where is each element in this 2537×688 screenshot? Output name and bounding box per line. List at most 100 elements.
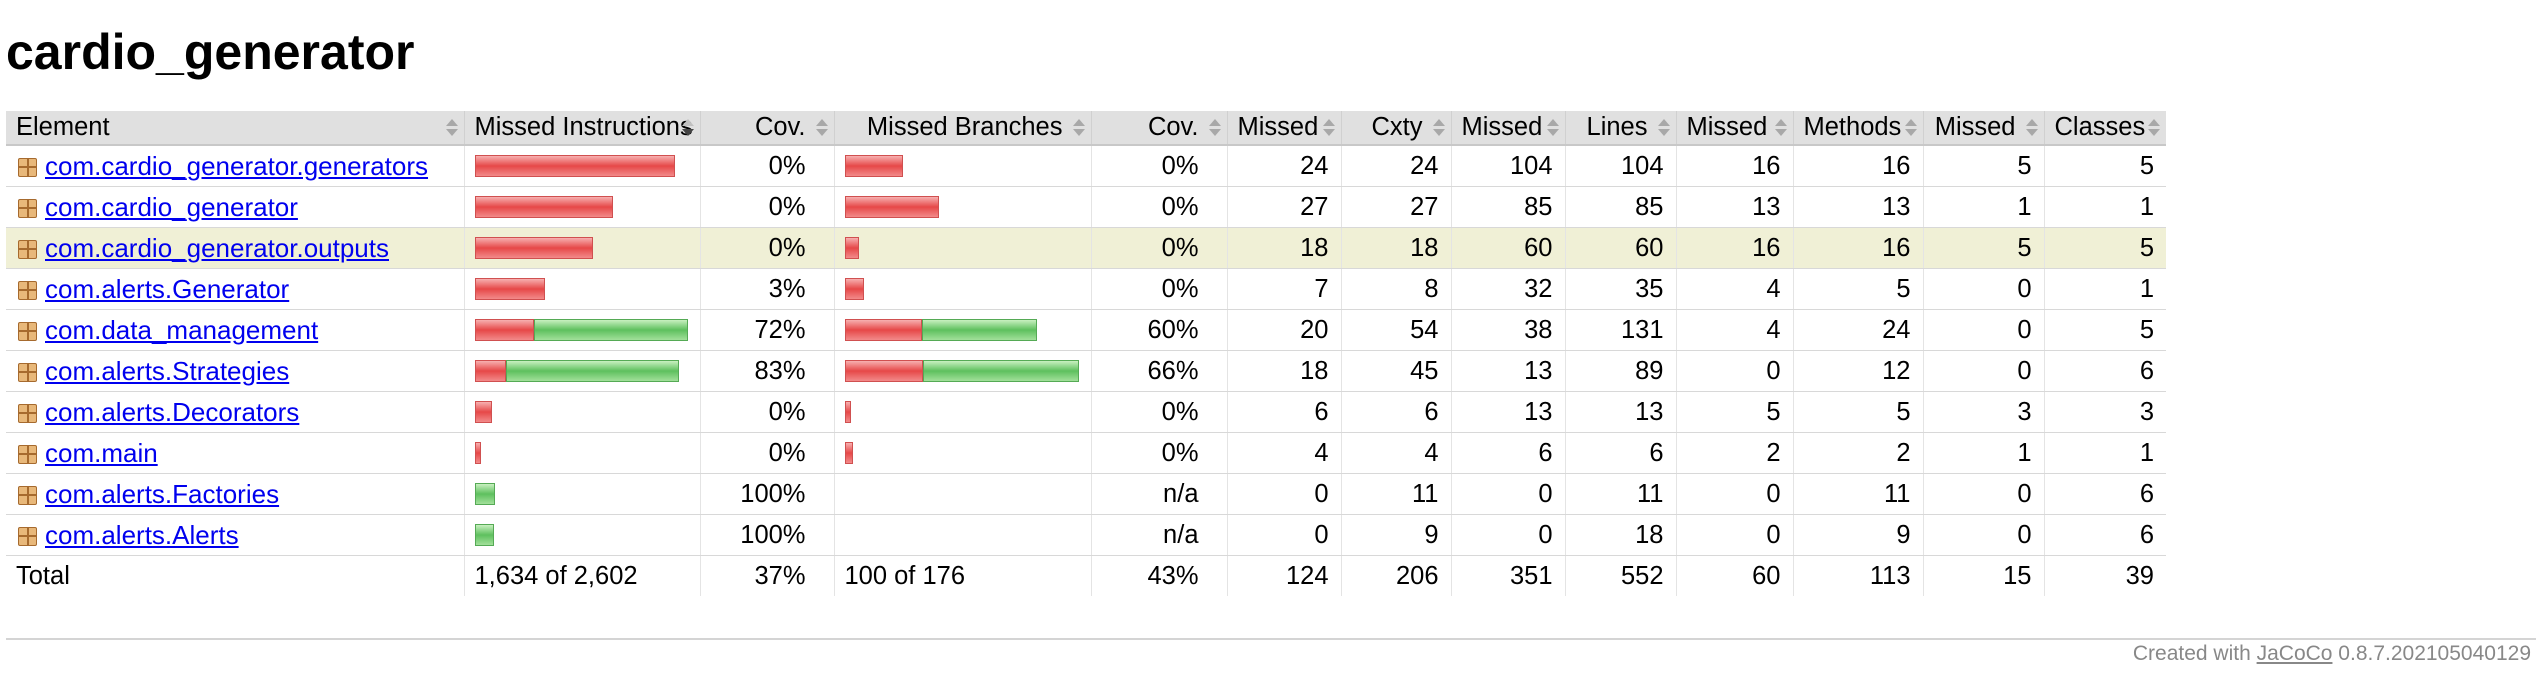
column-header-label: Cov. <box>1147 113 1199 141</box>
package-link[interactable]: com.alerts.Generator <box>45 273 290 304</box>
cxty-missed: 18 <box>1226 227 1341 269</box>
missed-branches-cell <box>833 514 1091 556</box>
column-header-classes-missed[interactable]: Missed <box>1922 111 2044 146</box>
cxty-total: 9 <box>1340 514 1451 556</box>
classes-missed: 0 <box>1922 309 2044 351</box>
cxty-total: 6 <box>1340 391 1451 433</box>
package-link[interactable]: com.cardio_generator <box>45 191 298 222</box>
column-header-missed-branches[interactable]: Missed Branches <box>833 111 1091 146</box>
package-link[interactable]: com.alerts.Decorators <box>45 396 300 427</box>
package-link[interactable]: com.cardio_generator.outputs <box>45 232 389 263</box>
table-total-row: Total 1,634 of 2,602 37% 100 of 176 43% 124 20… <box>6 555 2166 596</box>
sort-icon[interactable] <box>1322 119 1335 137</box>
coverage-table: Element Missed Instructions Cov. Missed Bra… <box>6 111 2166 596</box>
total-instructions: 1,634 of 2,602 <box>463 555 700 596</box>
instructions-covered-bar <box>505 360 679 382</box>
classes-missed: 0 <box>1922 473 2044 515</box>
package-icon <box>18 239 37 259</box>
package-link[interactable]: com.data_management <box>45 314 319 345</box>
package-icon <box>18 157 37 177</box>
column-header-label: Missed <box>1237 113 1319 141</box>
column-header-cxty-missed[interactable]: Missed <box>1226 111 1341 146</box>
package-link[interactable]: com.main <box>45 437 158 468</box>
cxty-missed: 0 <box>1226 473 1341 515</box>
classes-missed: 3 <box>1922 391 2044 433</box>
footer-version: 0.8.7.202105040129 <box>2332 642 2531 665</box>
column-header-missed-instructions[interactable]: Missed Instructions <box>463 111 700 146</box>
jacoco-link[interactable]: JaCoCo <box>2256 642 2333 665</box>
lines-missed: 13 <box>1450 391 1565 433</box>
table-row: com.alerts.Factories 100% n/a 0 11 0 11 0 11 0 6 <box>6 473 2166 515</box>
sort-icon[interactable] <box>2148 119 2160 137</box>
instructions-covered-bar <box>534 319 688 341</box>
branches-coverage-bar <box>844 360 1079 382</box>
sort-icon[interactable] <box>1432 119 1445 137</box>
cxty-missed: 6 <box>1226 391 1341 433</box>
sort-icon[interactable] <box>815 119 828 137</box>
column-header-element[interactable]: Element <box>6 111 464 146</box>
column-header-label: Missed Instructions <box>474 113 693 141</box>
total-classes-missed: 15 <box>1922 555 2044 596</box>
missed-branches-cell <box>833 473 1091 515</box>
lines-total: 89 <box>1564 350 1676 392</box>
branches-coverage: 60% <box>1090 309 1227 351</box>
classes-missed: 5 <box>1922 227 2044 269</box>
cxty-missed: 24 <box>1226 145 1341 187</box>
element-cell: com.alerts.Factories <box>6 473 464 515</box>
instructions-missed-bar <box>474 442 481 464</box>
instructions-covered-bar <box>474 524 494 546</box>
methods-total: 16 <box>1792 145 1923 187</box>
sort-icon[interactable] <box>2025 119 2038 137</box>
branches-missed-bar <box>844 401 851 423</box>
cxty-total: 11 <box>1340 473 1451 515</box>
lines-missed: 32 <box>1450 268 1565 310</box>
package-icon <box>18 321 37 341</box>
column-header-branches-cov[interactable]: Cov. <box>1090 111 1227 146</box>
methods-total: 5 <box>1792 268 1923 310</box>
branches-coverage-bar <box>844 442 1079 464</box>
package-link[interactable]: com.alerts.Alerts <box>45 519 239 550</box>
classes-total: 6 <box>2043 350 2166 392</box>
instructions-coverage-bar <box>474 319 688 341</box>
sort-icon[interactable] <box>1774 119 1787 137</box>
branches-coverage: 0% <box>1090 186 1227 228</box>
instructions-coverage-bar <box>474 196 688 218</box>
column-header-methods[interactable]: Methods <box>1792 111 1923 146</box>
branches-covered-bar <box>921 319 1037 341</box>
footer-divider <box>6 638 2536 640</box>
total-label: Total <box>16 561 70 590</box>
package-link[interactable]: com.alerts.Factories <box>45 478 280 509</box>
package-icon <box>18 198 37 218</box>
branches-coverage: 0% <box>1090 145 1227 187</box>
methods-total: 24 <box>1792 309 1923 351</box>
instructions-missed-bar <box>474 401 492 423</box>
package-link[interactable]: com.cardio_generator.generators <box>45 150 429 181</box>
sort-icon[interactable] <box>1072 119 1085 137</box>
element-cell: com.data_management <box>6 309 464 351</box>
sort-icon[interactable] <box>1657 119 1670 137</box>
instructions-missed-bar <box>474 155 675 177</box>
sort-icon[interactable] <box>1904 119 1917 137</box>
classes-missed: 0 <box>1922 268 2044 310</box>
branches-coverage: 0% <box>1090 268 1227 310</box>
package-link[interactable]: com.alerts.Strategies <box>45 355 290 386</box>
sort-icon[interactable] <box>1546 119 1559 137</box>
sort-icon[interactable] <box>445 119 458 137</box>
cxty-missed: 27 <box>1226 186 1341 228</box>
branches-missed-bar <box>844 278 864 300</box>
classes-total: 1 <box>2043 268 2166 310</box>
footer-prefix: Created with <box>2132 642 2257 665</box>
column-header-methods-missed[interactable]: Missed <box>1675 111 1793 146</box>
column-header-lines-missed[interactable]: Missed <box>1450 111 1565 146</box>
sort-descending-icon[interactable] <box>681 119 694 137</box>
sort-icon[interactable] <box>1208 119 1221 137</box>
missed-instructions-cell <box>463 473 700 515</box>
missed-branches-cell <box>833 227 1091 269</box>
column-header-instructions-cov[interactable]: Cov. <box>699 111 834 146</box>
instructions-missed-bar <box>474 196 613 218</box>
column-header-classes[interactable]: Classes <box>2043 111 2166 146</box>
column-header-cxty[interactable]: Cxty <box>1340 111 1451 146</box>
column-header-lines[interactable]: Lines <box>1564 111 1676 146</box>
table-row: com.alerts.Generator 3% 0% 7 8 32 35 4 5 0 1 <box>6 268 2166 310</box>
lines-missed: 85 <box>1450 186 1565 228</box>
